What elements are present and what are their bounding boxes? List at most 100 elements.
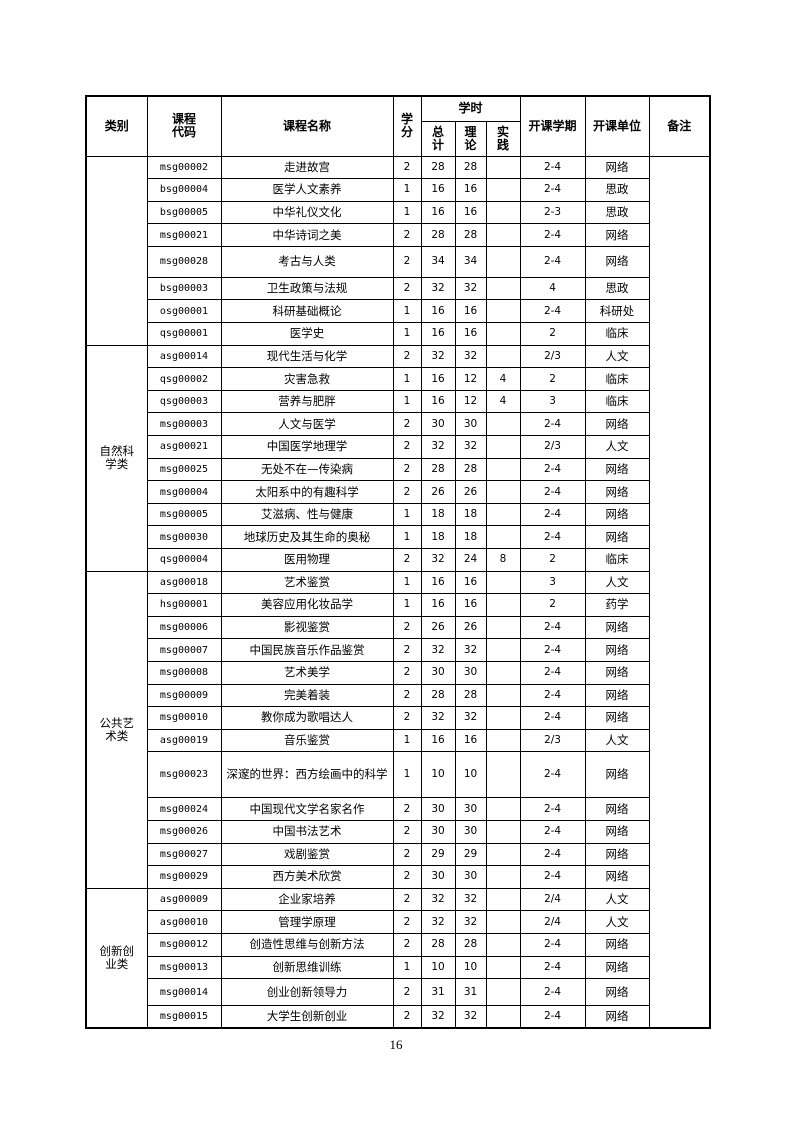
- semester: 2-4: [519, 1005, 586, 1029]
- hours-practice: [485, 819, 521, 844]
- hours-practice: [485, 525, 521, 549]
- table-row: qsg00002 灾害急救 1 16 12 4 2 临床: [86, 367, 710, 391]
- course-name: 影视鉴赏: [220, 615, 394, 640]
- course-code: msg00013: [146, 955, 222, 980]
- unit: 网络: [584, 638, 650, 662]
- semester: 2-4: [519, 245, 586, 278]
- category-cell: [85, 155, 148, 346]
- semester: 2-4: [519, 797, 586, 821]
- course-code: msg00014: [146, 978, 222, 1007]
- header-practice: 实 践: [485, 120, 521, 157]
- hours-theory: 18: [454, 525, 487, 549]
- table-row: msg00015 大学生创新创业 2 32 32 2-4 网络: [86, 1005, 710, 1029]
- hours-total: 10: [420, 751, 456, 799]
- course-code: msg00008: [146, 660, 222, 685]
- course-code: qsg00004: [146, 548, 222, 572]
- header-theory: 理 论: [454, 120, 487, 157]
- unit: 网络: [584, 457, 650, 482]
- header-category: 类别: [85, 95, 148, 157]
- credit: 1: [392, 525, 422, 549]
- table-row: qsg00001 医学史 1 16 16 2 临床: [86, 322, 710, 346]
- hours-theory: 16: [454, 593, 487, 617]
- hours-practice: [485, 502, 521, 527]
- semester: 2-4: [519, 660, 586, 685]
- course-name: 医学史: [220, 322, 394, 346]
- course-name: 现代生活与化学: [220, 344, 394, 369]
- credit: 2: [392, 457, 422, 482]
- credit: 1: [392, 502, 422, 527]
- semester: 2/3: [519, 728, 586, 753]
- credit: 2: [392, 660, 422, 685]
- semester: 2-4: [519, 299, 586, 324]
- unit: 思政: [584, 178, 650, 202]
- unit: 网络: [584, 525, 650, 549]
- hours-total: 32: [420, 638, 456, 662]
- hours-total: 10: [420, 955, 456, 980]
- credit: 2: [392, 932, 422, 957]
- course-name: 灾害急救: [220, 367, 394, 391]
- table-row: msg00007 中国民族音乐作品鉴赏 2 32 32 2-4 网络: [86, 638, 710, 662]
- table-row: msg00028 考古与人类 2 34 34 2-4 网络: [86, 245, 710, 278]
- unit: 网络: [584, 751, 650, 799]
- course-code: msg00028: [146, 245, 222, 278]
- semester: 2/4: [519, 887, 586, 912]
- table-row: qsg00003 营养与肥胖 1 16 12 4 3 临床: [86, 389, 710, 414]
- header-hours: 学时: [420, 95, 521, 122]
- course-name: 艺术美学: [220, 660, 394, 685]
- course-name: 完美着装: [220, 683, 394, 708]
- hours-total: 16: [420, 299, 456, 324]
- hours-theory: 16: [454, 728, 487, 753]
- course-name: 美容应用化妆品学: [220, 593, 394, 617]
- hours-theory: 16: [454, 178, 487, 202]
- course-code: bsg00005: [146, 200, 222, 225]
- hours-practice: [485, 223, 521, 247]
- semester: 2-4: [519, 842, 586, 867]
- table-row: bsg00004 医学人文素养 1 16 16 2-4 思政: [86, 178, 710, 202]
- hours-theory: 32: [454, 435, 487, 459]
- hours-theory: 10: [454, 751, 487, 799]
- hours-theory: 24: [454, 548, 487, 572]
- course-code: msg00012: [146, 932, 222, 957]
- semester: 2-4: [519, 932, 586, 957]
- hours-total: 29: [420, 842, 456, 867]
- hours-total: 32: [420, 276, 456, 301]
- hours-practice: [485, 706, 521, 730]
- category-cell: 公共艺 术类: [85, 570, 148, 889]
- hours-total: 31: [420, 978, 456, 1007]
- hours-theory: 30: [454, 660, 487, 685]
- hours-practice: [485, 615, 521, 640]
- hours-theory: 32: [454, 887, 487, 912]
- semester: 2-4: [519, 457, 586, 482]
- course-code: qsg00003: [146, 389, 222, 414]
- credit: 2: [392, 480, 422, 504]
- table-row: hsg00001 美容应用化妆品学 1 16 16 2 药学: [86, 593, 710, 617]
- hours-total: 30: [420, 660, 456, 685]
- course-name: 中国民族音乐作品鉴赏: [220, 638, 394, 662]
- hours-total: 32: [420, 706, 456, 730]
- hours-practice: [485, 200, 521, 225]
- course-code: msg00024: [146, 797, 222, 821]
- course-code: msg00027: [146, 842, 222, 867]
- credit: 2: [392, 887, 422, 912]
- table-row: 创新创 业类 asg00009 企业家培养 2 32 32 2/4 人文: [85, 887, 710, 1029]
- credit: 2: [392, 435, 422, 459]
- hours-theory: 16: [454, 299, 487, 324]
- table-row: msg00023 深邃的世界：西方绘画中的科学 1 10 10 2-4 网络: [86, 751, 710, 799]
- semester: 2-4: [519, 683, 586, 708]
- credit: 1: [392, 728, 422, 753]
- remark-cell: [648, 155, 711, 1029]
- course-code: bsg00004: [146, 178, 222, 202]
- unit: 人文: [584, 344, 650, 369]
- table-row: msg00029 西方美术欣赏 2 30 30 2-4 网络: [86, 865, 710, 889]
- semester: 4: [519, 276, 586, 301]
- hours-theory: 29: [454, 842, 487, 867]
- unit: 网络: [584, 480, 650, 504]
- semester: 3: [519, 389, 586, 414]
- hours-theory: 16: [454, 570, 487, 595]
- course-name: 中华诗词之美: [220, 223, 394, 247]
- course-name: 无处不在—传染病: [220, 457, 394, 482]
- page-number: 16: [389, 1037, 403, 1052]
- hours-total: 30: [420, 412, 456, 437]
- course-code: msg00007: [146, 638, 222, 662]
- course-name: 创新思维训练: [220, 955, 394, 980]
